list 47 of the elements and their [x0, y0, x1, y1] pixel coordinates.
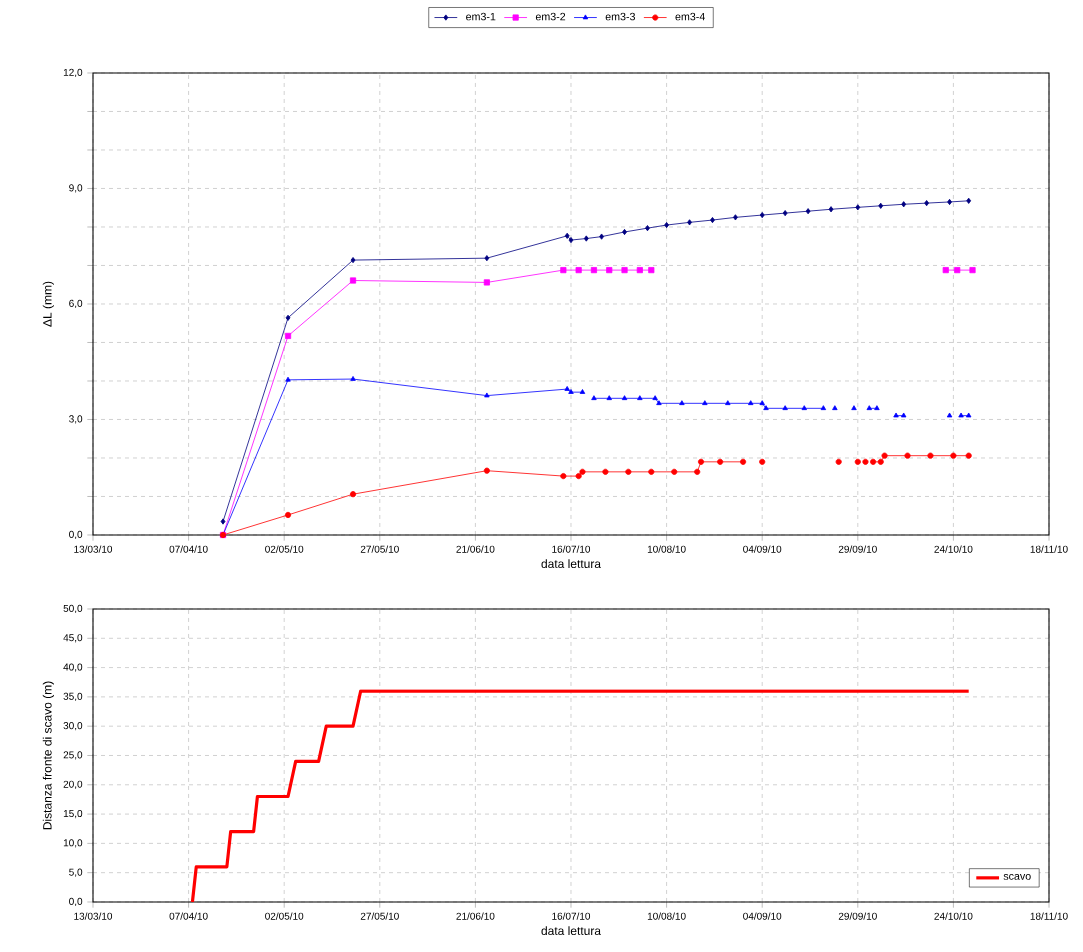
- x-tick-label: 02/05/10: [265, 545, 304, 553]
- x-tick-label: 16/07/10: [552, 545, 591, 553]
- x-tick-label: 04/09/10: [743, 912, 782, 920]
- x-tick-label: 07/04/10: [169, 912, 208, 920]
- y-tick-label: 9,0: [69, 184, 83, 193]
- legend-label: em3-1: [466, 12, 496, 21]
- x-axis-title: data lettura: [541, 926, 601, 936]
- x-tick-label: 04/09/10: [743, 545, 782, 553]
- x-tick-label: 16/07/10: [552, 912, 591, 920]
- legend-label: scavo: [1003, 874, 1031, 880]
- x-tick-label: 27/05/10: [360, 545, 399, 553]
- y-tick-label: 40,0: [63, 663, 83, 672]
- y-tick-label: 35,0: [63, 692, 83, 702]
- x-tick-label: 13/03/10: [74, 912, 113, 920]
- y-tick-label: 10,0: [63, 839, 83, 848]
- y-tick-label: 3,0: [69, 415, 83, 424]
- x-tick-label: 24/10/10: [934, 912, 973, 920]
- x-tick-label: 21/06/10: [456, 545, 495, 553]
- x-tick-label: 07/04/10: [169, 545, 208, 553]
- x-tick-label: 18/11/10: [1030, 545, 1068, 553]
- y-tick-label: 12,0: [63, 68, 83, 78]
- x-tick-label: 29/09/10: [838, 912, 877, 920]
- y-tick-label: 45,0: [63, 634, 83, 643]
- x-tick-label: 21/06/10: [456, 912, 495, 920]
- x-tick-label: 02/05/10: [265, 912, 304, 920]
- y-tick-label: 6,0: [69, 299, 83, 309]
- y-tick-label: 50,0: [63, 604, 83, 614]
- y-tick-label: 30,0: [63, 722, 83, 731]
- legend-label: em3-3: [605, 12, 635, 21]
- y-tick-label: 0,0: [69, 897, 83, 907]
- y-tick-label: 0,0: [69, 530, 83, 540]
- x-tick-label: 10/08/10: [647, 545, 686, 553]
- x-tick-label: 10/08/10: [647, 912, 686, 920]
- x-axis-title: data lettura: [541, 559, 601, 569]
- legend-label: em3-4: [675, 12, 705, 21]
- y-tick-label: 5,0: [69, 868, 83, 877]
- y-tick-label: 20,0: [63, 780, 83, 789]
- x-tick-label: 18/11/10: [1030, 912, 1068, 920]
- legend-label: em3-2: [535, 12, 566, 21]
- x-tick-label: 24/10/10: [934, 545, 973, 553]
- y-tick-label: 15,0: [63, 809, 83, 819]
- y-axis-title: Distanza fronte di scavo (m): [42, 681, 54, 830]
- y-axis-title: ΔL (mm): [42, 281, 54, 327]
- x-tick-label: 27/05/10: [360, 912, 399, 920]
- y-tick-label: 25,0: [63, 751, 83, 760]
- x-tick-label: 13/03/10: [74, 545, 113, 553]
- x-tick-label: 29/09/10: [838, 545, 877, 553]
